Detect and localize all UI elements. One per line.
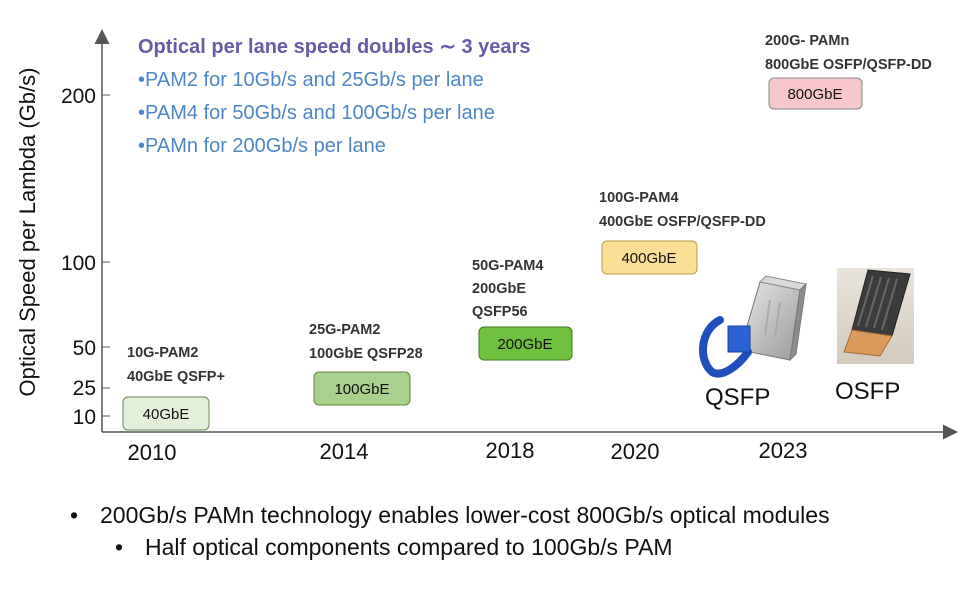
module-label-qsfp: QSFP	[705, 384, 770, 411]
y-tick-label: 100	[61, 252, 96, 275]
point-annotation: 400GbE OSFP/QSFP-DD	[599, 214, 766, 230]
y-axis-label: Optical Speed per Lambda (Gb/s)	[15, 68, 40, 397]
headline-bullet: •PAM4 for 50Gb/s and 100Gb/s per lane	[138, 102, 495, 124]
y-tick-label: 25	[73, 377, 96, 400]
bullet-glyph: •	[70, 502, 79, 528]
point-annotation: 800GbE OSFP/QSFP-DD	[765, 57, 932, 73]
x-tick-label: 2020	[611, 439, 660, 464]
x-ticks: 2010 2014 2018 2020 2023	[128, 438, 808, 465]
point-box	[601, 240, 698, 275]
y-ticks: 200 100 50 25 10	[61, 85, 110, 429]
footnote-text: 200Gb/s PAMn technology enables lower-co…	[100, 502, 830, 528]
data-point-2014: 25G-PAM2 100GbE QSFP28 100GbE	[309, 322, 423, 406]
headline-bullet: •PAMn for 200Gb/s per lane	[138, 135, 386, 157]
y-tick-label: 50	[73, 337, 96, 360]
data-point-2010: 10G-PAM2 40GbE QSFP+ 40GbE	[122, 345, 225, 431]
x-tick-label: 2014	[320, 439, 369, 464]
qsfp-module-image: QSFP	[698, 275, 808, 411]
point-box	[313, 371, 411, 406]
point-annotation: 200GbE	[472, 281, 526, 297]
x-tick-label: 2018	[486, 438, 535, 463]
x-tick-label: 2010	[128, 440, 177, 465]
speed-roadmap-chart: Optical Speed per Lambda (Gb/s) 200 100 …	[15, 29, 958, 465]
point-annotation: 40GbE QSFP+	[127, 369, 225, 385]
footnote-subitem: • Half optical components compared to 100…	[115, 534, 673, 561]
chart-headline: Optical per lane speed doubles ∼ 3 years	[138, 36, 530, 58]
point-annotation: 10G-PAM2	[127, 345, 198, 361]
point-annotation: 200G- PAMn	[765, 33, 849, 49]
data-point-2023: 200G- PAMn 800GbE OSFP/QSFP-DD 800GbE	[765, 33, 932, 110]
point-annotation: 100G-PAM4	[599, 190, 679, 206]
y-tick-label: 10	[73, 406, 96, 429]
point-annotation: 25G-PAM2	[309, 322, 380, 338]
headline-bullet: •PAM2 for 10Gb/s and 25Gb/s per lane	[138, 69, 484, 91]
bullet-glyph: •	[115, 534, 124, 560]
osfp-module-image: OSFP	[835, 268, 914, 405]
point-annotation: 50G-PAM4	[472, 258, 543, 274]
point-box	[122, 396, 210, 431]
footnote-item: • 200Gb/s PAMn technology enables lower-c…	[70, 502, 830, 529]
point-box-label: 100GbE	[334, 381, 389, 398]
data-point-2020: 100G-PAM4 400GbE OSFP/QSFP-DD 400GbE	[599, 190, 766, 275]
point-box-label: 800GbE	[787, 86, 842, 103]
y-tick-label: 200	[61, 85, 96, 108]
point-box	[478, 326, 573, 361]
footnote-text: Half optical components compared to 100G…	[145, 534, 673, 560]
point-box-label: 400GbE	[621, 250, 676, 267]
point-annotation: 100GbE QSFP28	[309, 346, 423, 362]
point-box	[768, 77, 863, 110]
x-tick-label: 2023	[759, 438, 808, 463]
point-box-label: 200GbE	[497, 336, 552, 353]
module-label-osfp: OSFP	[835, 378, 900, 405]
data-point-2018: 50G-PAM4 200GbE QSFP56 200GbE	[472, 258, 573, 361]
point-box-label: 40GbE	[143, 406, 190, 423]
point-annotation: QSFP56	[472, 304, 528, 320]
